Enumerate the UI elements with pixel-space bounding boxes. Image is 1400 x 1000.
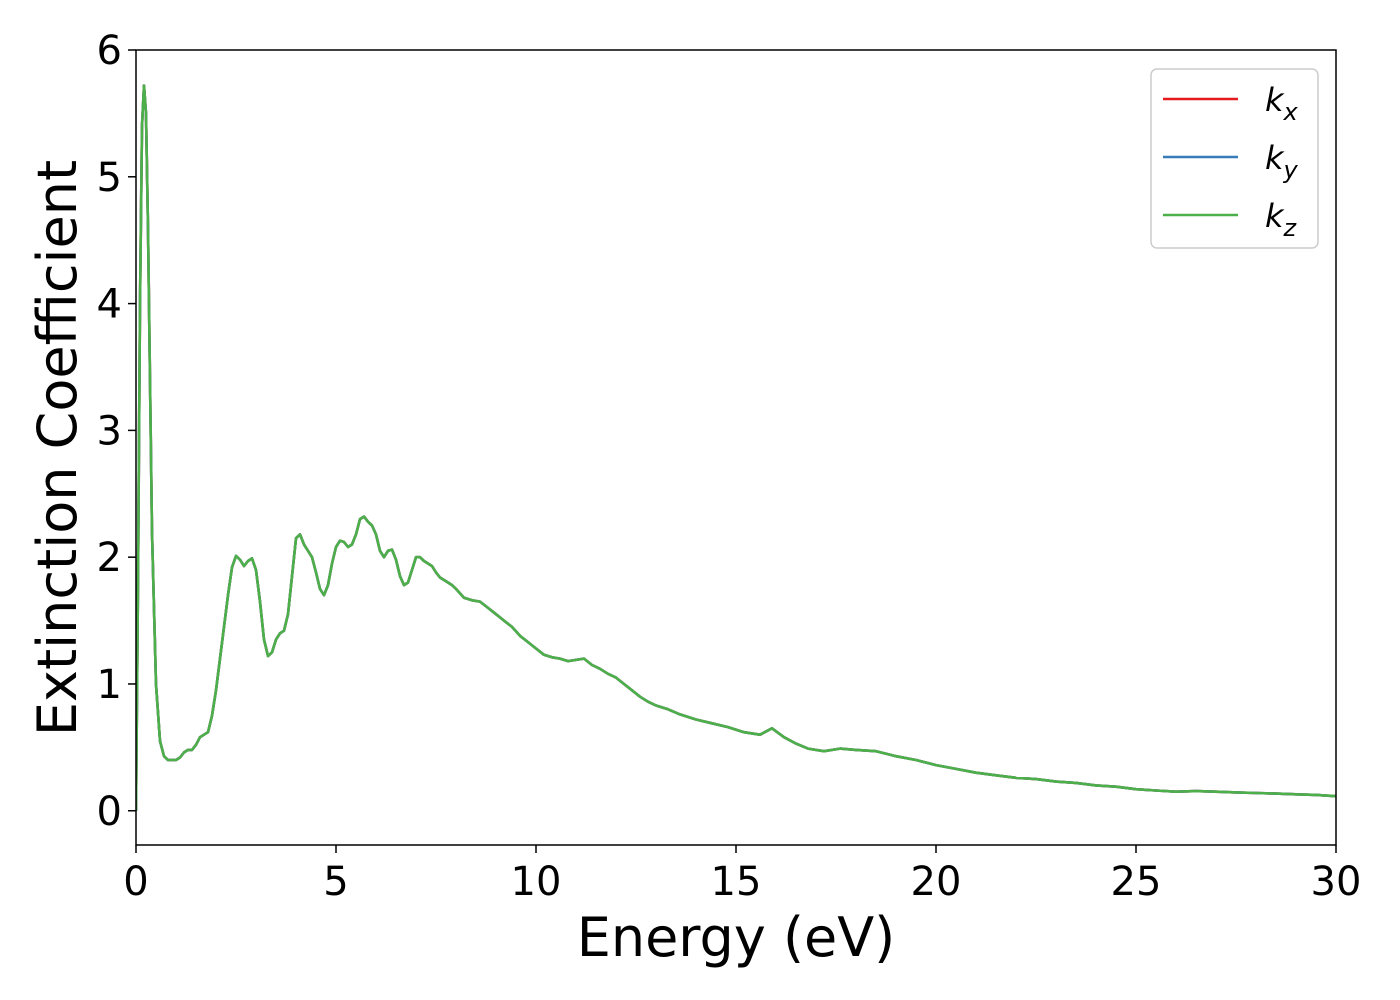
y-axis: 0 1 2 3 4 5 6 <box>97 28 136 835</box>
series-group <box>136 84 1336 811</box>
x-tick-label: 5 <box>323 859 348 905</box>
legend-label-base: k <box>1265 139 1285 177</box>
x-tick-label: 30 <box>1311 859 1362 905</box>
y-tick-label: 6 <box>97 28 122 74</box>
plot-area <box>136 50 1336 845</box>
legend-label-base: k <box>1265 197 1285 235</box>
y-tick-label: 5 <box>97 155 122 201</box>
legend-label-base: k <box>1265 81 1285 119</box>
legend-label-subscript: y <box>1283 156 1299 184</box>
x-tick-label: 10 <box>511 859 562 905</box>
x-axis: 0 5 10 15 20 25 30 <box>123 845 1361 905</box>
x-tick-label: 15 <box>711 859 762 905</box>
x-axis-title: Energy (eV) <box>577 906 896 969</box>
legend-label: ky <box>1265 139 1299 184</box>
legend-label-subscript: z <box>1283 214 1298 242</box>
y-tick-label: 4 <box>97 282 122 328</box>
y-axis-title: Extinction Coefficient <box>26 160 89 736</box>
y-tick-label: 1 <box>97 662 122 708</box>
series-line-kz <box>136 84 1336 811</box>
y-tick-label: 0 <box>97 789 122 835</box>
legend-label: kx <box>1265 81 1299 126</box>
y-tick-label: 3 <box>97 408 122 454</box>
y-tick-label: 2 <box>97 535 122 581</box>
legend-box <box>1150 68 1319 249</box>
legend-label-subscript: x <box>1283 98 1299 126</box>
x-tick-label: 0 <box>123 859 148 905</box>
x-tick-label: 25 <box>1111 859 1162 905</box>
legend-label: kz <box>1265 197 1298 242</box>
x-tick-label: 20 <box>911 859 962 905</box>
